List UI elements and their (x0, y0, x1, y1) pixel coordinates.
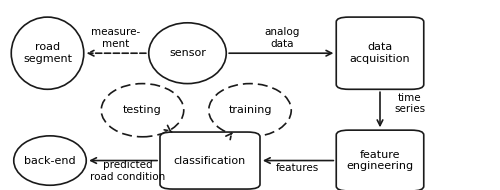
FancyBboxPatch shape (160, 132, 260, 189)
Text: back-end: back-end (24, 156, 76, 165)
FancyBboxPatch shape (336, 130, 424, 190)
Text: training: training (228, 105, 272, 115)
Text: analog
data: analog data (265, 27, 300, 49)
Text: classification: classification (174, 156, 246, 165)
Text: sensor: sensor (169, 48, 206, 58)
Text: road
segment: road segment (23, 42, 72, 64)
Text: testing: testing (123, 105, 162, 115)
Ellipse shape (101, 84, 184, 137)
Ellipse shape (11, 17, 84, 89)
Text: feature
engineering: feature engineering (346, 150, 414, 171)
FancyBboxPatch shape (336, 17, 424, 89)
Ellipse shape (14, 136, 86, 185)
Text: features: features (276, 163, 319, 173)
Text: predicted
road condition: predicted road condition (90, 160, 165, 182)
Text: measure-
ment: measure- ment (92, 27, 140, 49)
Ellipse shape (149, 23, 226, 84)
Ellipse shape (209, 84, 291, 137)
Text: data
acquisition: data acquisition (350, 42, 410, 64)
Text: time
series: time series (394, 93, 426, 114)
